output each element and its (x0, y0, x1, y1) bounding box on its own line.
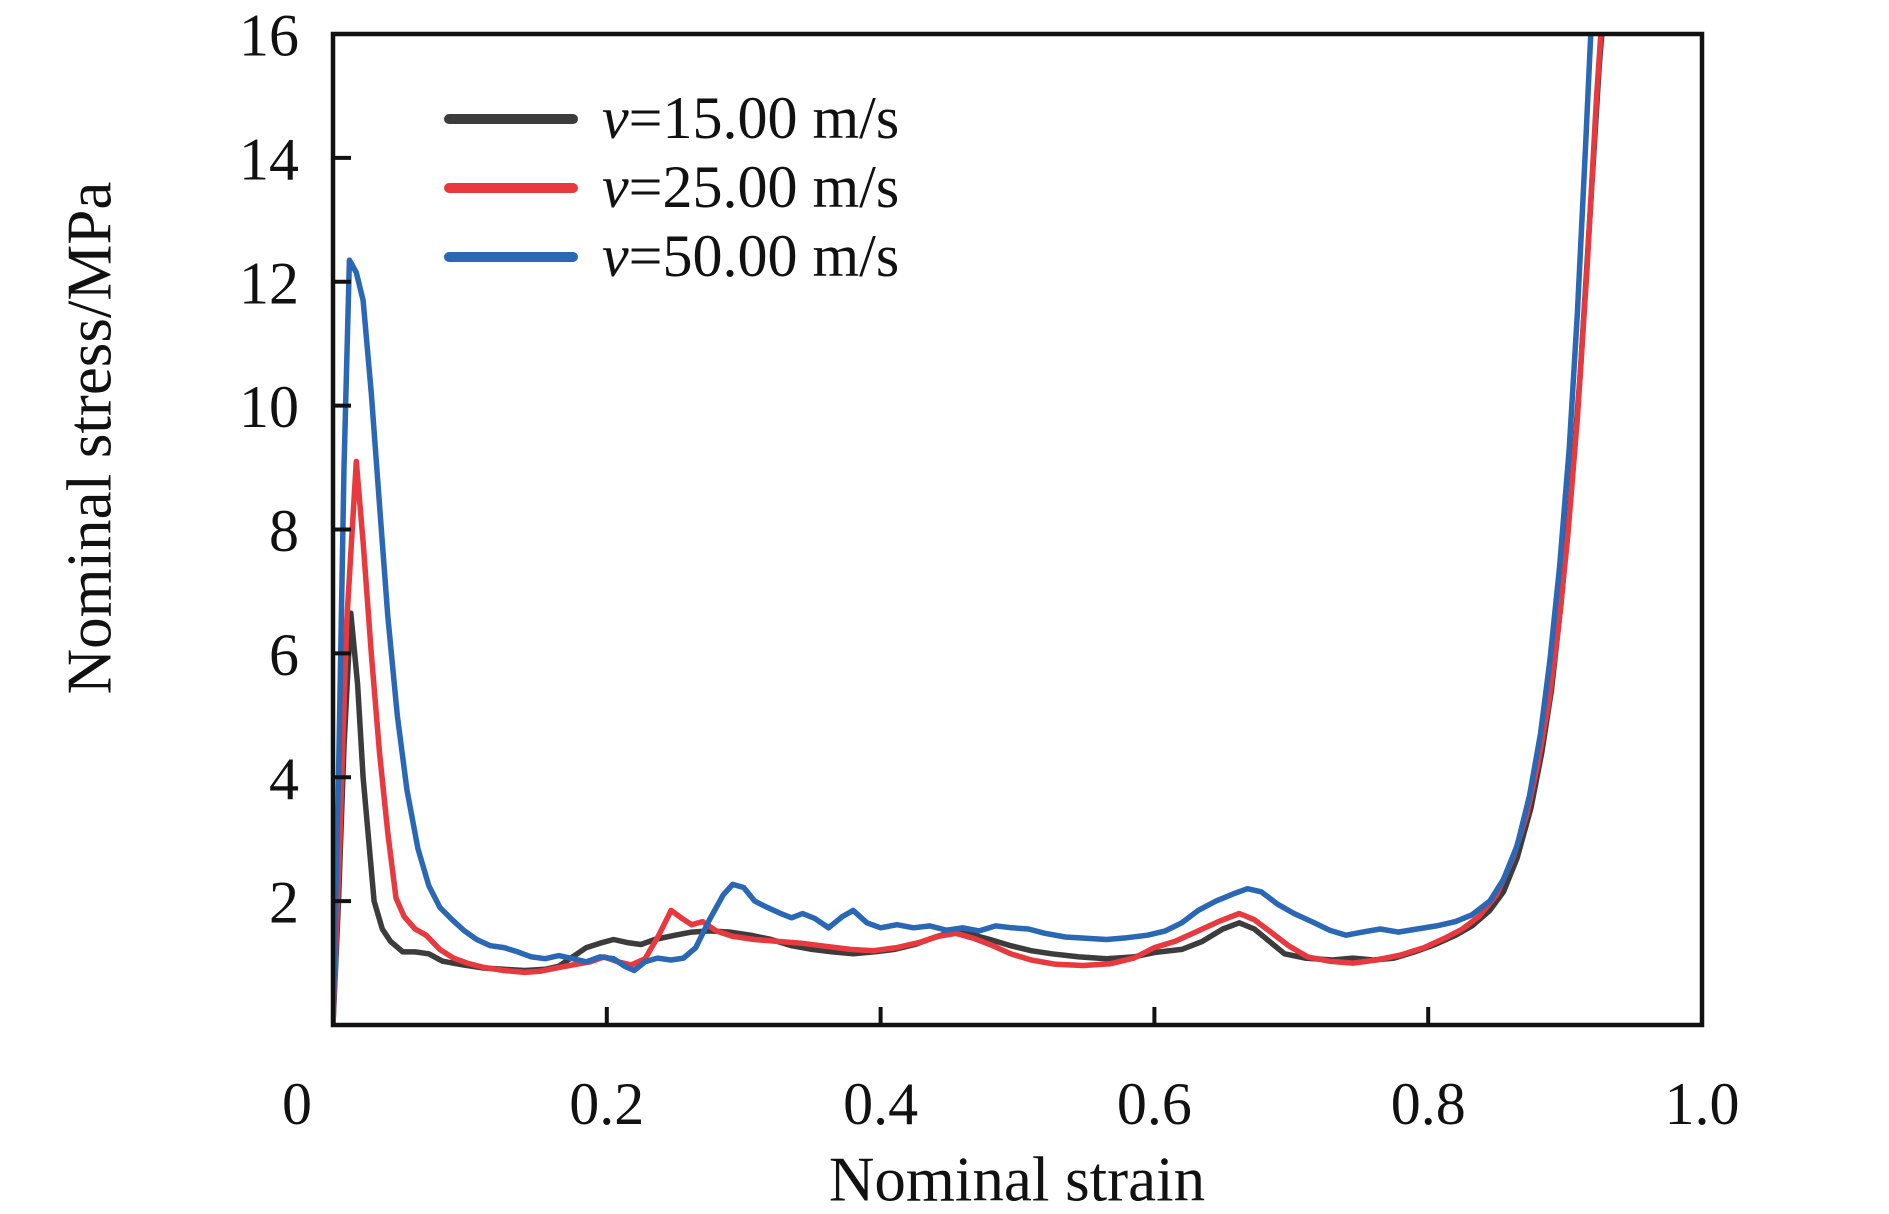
x-tick-label: 1.0 (1665, 1071, 1740, 1137)
legend-line-v25 (444, 182, 578, 193)
legend-line-v50 (444, 251, 578, 262)
series-group (333, 34, 1605, 1025)
x-axis-title: Nominal strain (828, 1144, 1206, 1214)
x-tick-label: 0.2 (569, 1071, 644, 1137)
y-axis-title: Nominal stress/MPa (54, 181, 125, 695)
x-tick-label: 0.6 (1117, 1071, 1192, 1137)
y-tick-label: 14 (239, 126, 299, 192)
legend-entry-v25: v=25.00 m/s (444, 153, 899, 222)
y-tick-label: 2 (269, 870, 299, 936)
legend: v=15.00 m/s v=25.00 m/s v=50.00 m/s (444, 84, 899, 291)
x-tick-label: 0 (282, 1071, 312, 1137)
y-tick-label: 12 (239, 250, 299, 316)
legend-label-v50: v=50.00 m/s (602, 223, 900, 289)
y-tick-label: 4 (269, 746, 299, 812)
legend-entry-v15: v=15.00 m/s (444, 84, 899, 153)
series-line-1 (333, 34, 1604, 1025)
x-tick-label: 0.4 (843, 1071, 918, 1137)
x-tick-label: 0.8 (1391, 1071, 1466, 1137)
legend-line-v15 (444, 113, 578, 124)
series-line-2 (333, 34, 1594, 1025)
y-tick-label: 16 (239, 3, 299, 69)
legend-entry-v50: v=50.00 m/s (444, 222, 899, 291)
y-tick-label: 10 (239, 374, 299, 440)
legend-label-v15: v=15.00 m/s (602, 85, 900, 151)
y-tick-label: 6 (269, 622, 299, 688)
legend-label-v25: v=25.00 m/s (602, 154, 900, 220)
y-tick-label: 8 (269, 498, 299, 564)
